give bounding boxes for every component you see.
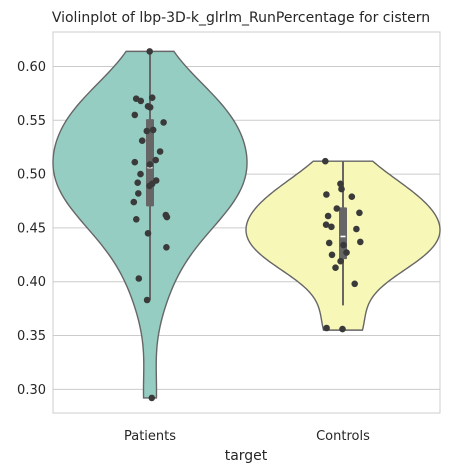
data-point [328,251,336,259]
data-point [146,104,154,111]
data-point [333,205,341,212]
x-tick-label: Patients [124,429,176,444]
data-point [146,161,154,168]
data-point [338,185,345,193]
data-point [351,280,359,288]
y-tick-label: 0.45 [17,221,46,236]
data-point [152,156,159,164]
violins [52,48,441,402]
y-tick-label: 0.35 [17,329,46,344]
plot-frame [52,31,441,414]
data-point [144,230,152,237]
data-point [163,244,170,251]
data-point [163,213,171,221]
data-point [135,190,142,197]
data-point [133,216,140,223]
data-point [332,264,339,272]
data-point [143,296,151,304]
data-point [353,225,360,233]
data-point [130,198,138,206]
data-point [322,221,330,228]
data-point [135,275,143,282]
x-tick-label: Controls [316,429,370,444]
data-point [131,158,139,166]
data-point [148,94,156,101]
data-point [134,179,141,186]
data-point [146,48,153,55]
data-point [340,241,347,249]
data-point [160,119,167,126]
x-axis-label: target [225,448,268,464]
data-point [339,325,346,333]
y-tick-label: 0.55 [17,114,46,129]
data-point [337,180,344,188]
data-point [348,193,356,200]
y-tick-label: 0.60 [17,60,46,75]
x-tick-labels: Patients Controls [124,429,370,444]
data-point [322,157,329,165]
data-point [131,111,139,119]
data-point [146,182,153,190]
y-tick-label: 0.50 [17,168,46,183]
violin-controls [245,157,441,333]
data-point [138,137,146,144]
y-tick-label: 0.40 [17,275,46,290]
chart-title: Violinplot of lbp-3D-k_glrlm_RunPercenta… [52,10,430,26]
data-point [137,97,145,105]
data-point [323,324,330,332]
data-point [323,191,330,198]
data-point [143,127,151,135]
data-point [328,223,335,231]
data-point [149,126,157,134]
data-point [325,239,333,247]
data-point [343,249,350,256]
y-tick-labels: 0.30 0.35 0.40 0.45 0.50 0.55 0.60 [17,60,46,398]
data-point [324,212,332,220]
data-point [357,238,364,246]
data-point [337,257,344,265]
data-point [137,170,144,178]
y-tick-label: 0.30 [17,383,46,398]
violin-patients [52,48,248,402]
data-point [148,394,156,402]
data-point [156,148,164,155]
data-point [356,209,363,217]
